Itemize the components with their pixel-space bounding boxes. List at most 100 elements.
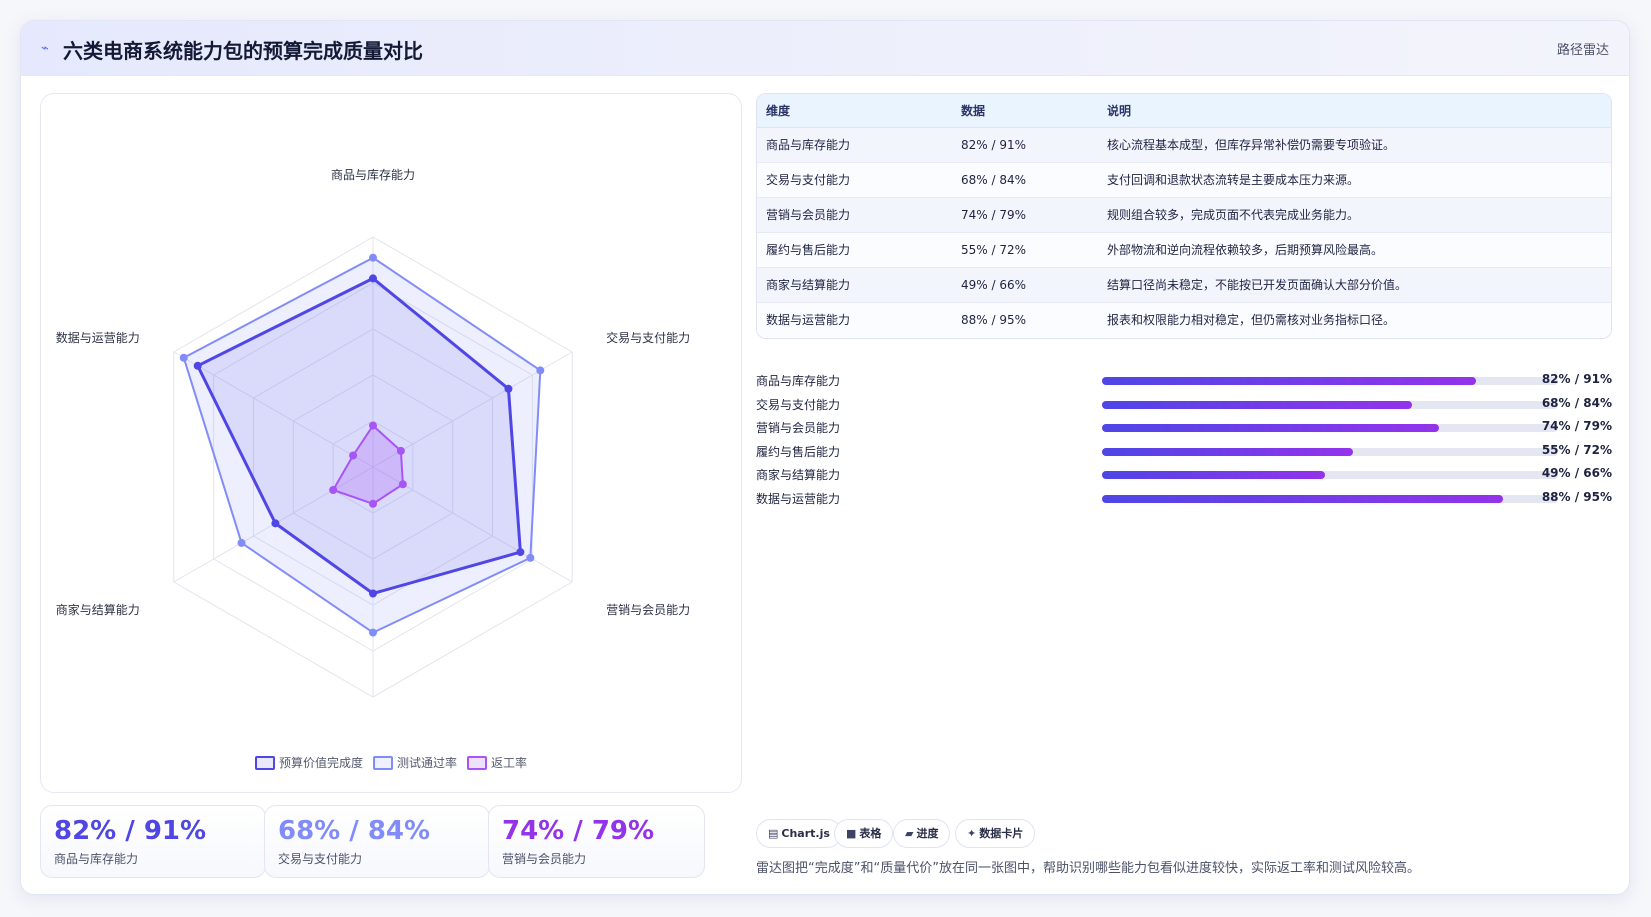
table-cell: 报表和权限能力相对稳定，但仍需核对业务指标口径。 — [1098, 302, 1611, 337]
column-header: 维度 — [757, 94, 952, 128]
data-point[interactable] — [504, 384, 513, 393]
data-point[interactable] — [396, 446, 405, 455]
legend-swatch — [254, 756, 275, 770]
data-point[interactable] — [237, 538, 246, 547]
data-card-chip[interactable]: ✦ 数据卡片 — [955, 819, 1036, 848]
chart-type-tag: 路径雷达 — [1556, 43, 1609, 58]
legend-label: 测试通过率 — [396, 756, 457, 770]
table-cell: 结算口径尚未稳定，不能按已开发页面确认大部分价值。 — [1098, 267, 1611, 303]
data-point[interactable] — [271, 519, 280, 528]
table-cell: 数据与运营能力 — [757, 302, 952, 337]
table-cell: 履约与售后能力 — [757, 232, 952, 268]
table-cell: 74% / 79% — [952, 197, 1098, 233]
chart-chip[interactable]: ▤ Chart.js — [756, 819, 842, 848]
sparkle-icon: ⌁ — [41, 41, 49, 56]
chip-label: 进度 — [916, 827, 939, 840]
progress-track — [1102, 471, 1558, 480]
data-point[interactable] — [349, 451, 358, 460]
legend-swatch — [467, 756, 487, 770]
data-point[interactable] — [526, 553, 535, 562]
radar-chart-panel: 商品与库存能力交易与支付能力营销与会员能力履约与售后能力商家与结算能力数据与运营… — [40, 93, 742, 793]
progress-track — [1102, 377, 1558, 385]
kpi-label: 交易与支付能力 — [278, 852, 363, 866]
kpi-card: 82% / 91% 商品与库存能力 — [40, 805, 266, 878]
radar-chart: 商品与库存能力交易与支付能力营销与会员能力履约与售后能力商家与结算能力数据与运营… — [56, 167, 690, 698]
progress-value: 82% / 91% — [1541, 372, 1612, 386]
axis-label: 商家与结算能力 — [56, 602, 140, 617]
chip-label: 数据卡片 — [979, 827, 1024, 840]
kpi-value: 74% / 79% — [502, 816, 655, 846]
progress-label: 商品与库存能力 — [756, 374, 841, 388]
chip-label: 表格 — [859, 827, 882, 840]
progress-value: 88% / 95% — [1541, 490, 1612, 504]
axis-label: 数据与运营能力 — [56, 330, 140, 345]
data-point[interactable] — [369, 421, 377, 430]
table-row: 商品与库存能力 82% / 91% 核心流程基本成型，但库存异常补偿仍需要专项验… — [757, 127, 1611, 163]
progress-fill — [1102, 471, 1326, 480]
axis-label: 交易与支付能力 — [606, 330, 690, 345]
chart-legend: 预算价值完成度 测试通过率 返工率 — [41, 754, 741, 771]
progress-value: 55% / 72% — [1541, 442, 1612, 457]
data-point[interactable] — [536, 366, 545, 375]
progress-fill — [1102, 495, 1504, 503]
data-point[interactable] — [369, 499, 377, 508]
table-row: 数据与运营能力 88% / 95% 报表和权限能力相对稳定，但仍需核对业务指标口… — [757, 302, 1611, 337]
table-cell: 88% / 95% — [952, 302, 1098, 337]
progress-row: 营销与会员能力 74% / 79% — [756, 417, 1612, 437]
table-icon: ■ — [846, 827, 857, 840]
chart-icon: ▤ — [768, 827, 779, 840]
axis-label: 营销与会员能力 — [606, 603, 690, 617]
chart-description: 雷达图把“完成度”和“质量代价”放在同一张图中，帮助识别哪些能力包看似进度较快，… — [756, 861, 1420, 876]
progress-value: 49% / 66% — [1541, 466, 1612, 481]
legend-item[interactable]: 预算价值完成度 — [254, 754, 363, 771]
kpi-label: 商品与库存能力 — [54, 852, 139, 866]
progress-value: 68% / 84% — [1541, 395, 1612, 410]
progress-value: 74% / 79% — [1541, 419, 1612, 434]
data-point[interactable] — [179, 353, 188, 362]
kpi-card: 74% / 79% 营销与会员能力 — [488, 805, 705, 878]
data-point[interactable] — [369, 253, 377, 262]
table-chip[interactable]: ■ 表格 — [834, 819, 894, 848]
data-point[interactable] — [193, 361, 202, 370]
progress-track — [1102, 424, 1558, 433]
data-point[interactable] — [516, 548, 525, 557]
progress-track — [1102, 400, 1558, 409]
table-cell: 规则组合较多，完成页面不代表完成业务能力。 — [1098, 197, 1611, 233]
header-bar: ⌁ 六类电商系统能力包的预算完成质量对比 路径雷达 — [21, 21, 1629, 76]
data-point[interactable] — [369, 274, 377, 283]
kpi-value: 82% / 91% — [54, 816, 207, 846]
kpi-value: 68% / 84% — [278, 816, 431, 846]
column-header: 数据 — [952, 94, 1098, 128]
progress-label: 交易与支付能力 — [756, 397, 841, 412]
data-point[interactable] — [329, 486, 338, 494]
table-cell: 商家与结算能力 — [757, 267, 952, 303]
grid-spoke — [173, 351, 374, 468]
table-cell: 交易与支付能力 — [757, 162, 952, 198]
legend-item[interactable]: 测试通过率 — [372, 754, 457, 771]
progress-track — [1102, 495, 1558, 503]
table-cell: 营销与会员能力 — [757, 197, 952, 233]
progress-row: 商家与结算能力 49% / 66% — [756, 464, 1612, 484]
table-cell: 68% / 84% — [952, 162, 1098, 198]
axis-label: 商品与库存能力 — [331, 167, 415, 182]
data-point[interactable] — [369, 589, 377, 598]
progress-label: 数据与运营能力 — [756, 492, 841, 506]
data-point[interactable] — [369, 628, 377, 637]
table-row: 商家与结算能力 49% / 66% 结算口径尚未稳定，不能按已开发页面确认大部分… — [757, 267, 1611, 303]
chip-label: Chart.js — [781, 827, 830, 840]
table-cell: 支付回调和退款状态流转是主要成本压力来源。 — [1098, 162, 1611, 198]
progress-row: 数据与运营能力 88% / 95% — [756, 488, 1612, 508]
legend-label: 预算价值完成度 — [278, 756, 363, 770]
table-row: 履约与售后能力 55% / 72% 外部物流和逆向流程依赖较多，后期预算风险最高… — [757, 232, 1611, 268]
table-cell: 82% / 91% — [952, 127, 1098, 163]
progress-icon: ▰ — [905, 827, 914, 840]
progress-label: 履约与售后能力 — [756, 444, 841, 459]
legend-item[interactable]: 返工率 — [467, 754, 527, 771]
data-point[interactable] — [398, 480, 407, 489]
progress-label: 营销与会员能力 — [756, 421, 841, 436]
table-cell: 55% / 72% — [952, 232, 1098, 268]
page-title: 六类电商系统能力包的预算完成质量对比 — [63, 39, 423, 63]
legend-swatch — [372, 756, 393, 770]
progress-chip[interactable]: ▰ 进度 — [893, 819, 951, 848]
table-cell: 外部物流和逆向流程依赖较多，后期预算风险最高。 — [1098, 232, 1611, 268]
